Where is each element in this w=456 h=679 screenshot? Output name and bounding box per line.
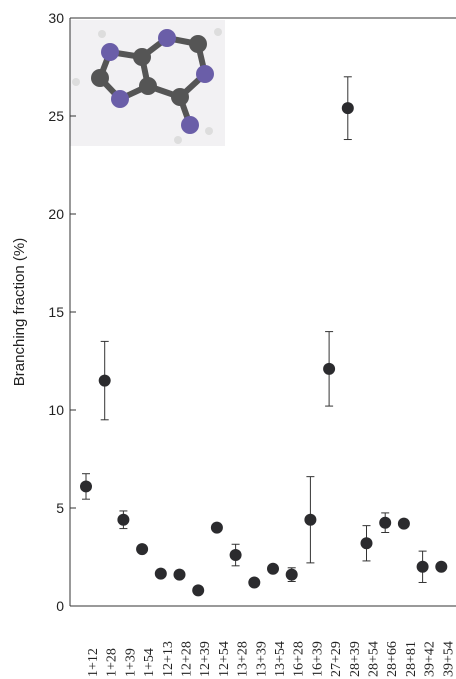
point: [174, 569, 186, 581]
point: [361, 537, 373, 549]
point: [80, 480, 92, 492]
x-tick-label: 16+39: [310, 641, 325, 677]
x-tick-label: 1+54: [142, 648, 157, 677]
point: [117, 514, 129, 526]
point: [417, 561, 429, 573]
y-tick-label: 25: [48, 108, 64, 124]
x-tick-label: 28+39: [348, 641, 363, 677]
point: [211, 522, 223, 534]
x-tick-label: 12+54: [217, 641, 232, 677]
x-tick-label: 13+39: [254, 641, 269, 677]
point: [267, 563, 279, 575]
x-tick-label: 28+81: [404, 641, 419, 677]
point: [304, 514, 316, 526]
point: [155, 568, 167, 580]
point: [136, 543, 148, 555]
x-tick-label: 39+42: [423, 641, 438, 677]
y-tick-label: 15: [48, 304, 64, 320]
x-tick-label: 13+28: [236, 641, 251, 677]
point: [230, 549, 242, 561]
x-tick-label: 1+28: [105, 648, 120, 677]
x-tick-label: 39+54: [441, 641, 456, 677]
y-tick-label: 20: [48, 206, 64, 222]
point: [342, 102, 354, 114]
point: [99, 375, 111, 387]
x-tick-label: 28+66: [385, 641, 400, 677]
y-tick-label: 30: [48, 10, 64, 26]
x-tick-label: 28+54: [367, 641, 382, 677]
point: [379, 517, 391, 529]
x-tick-label: 16+28: [292, 641, 307, 677]
chart: Branching fraction (%) 0 5 10 15 20 25 30 1+12 1…: [0, 0, 456, 679]
molecule-image: [70, 20, 225, 146]
x-tick-label: 27+29: [329, 641, 344, 677]
x-tick-label: 12+13: [161, 641, 176, 677]
y-tick-label: 0: [56, 598, 64, 614]
y-tick-label: 5: [56, 500, 64, 516]
point: [323, 363, 335, 375]
y-tick-label: 10: [48, 402, 64, 418]
point: [286, 569, 298, 581]
x-tick-label: 1+12: [86, 648, 101, 677]
point: [248, 576, 260, 588]
point: [192, 584, 204, 596]
x-tick-label: 12+28: [180, 641, 195, 677]
point: [435, 561, 447, 573]
x-tick-label: 1+39: [123, 648, 138, 677]
point: [398, 518, 410, 530]
x-tick-label: 12+39: [198, 641, 213, 677]
x-tick-label: 13+54: [273, 641, 288, 677]
y-axis-label: Branching fraction (%): [11, 238, 28, 386]
